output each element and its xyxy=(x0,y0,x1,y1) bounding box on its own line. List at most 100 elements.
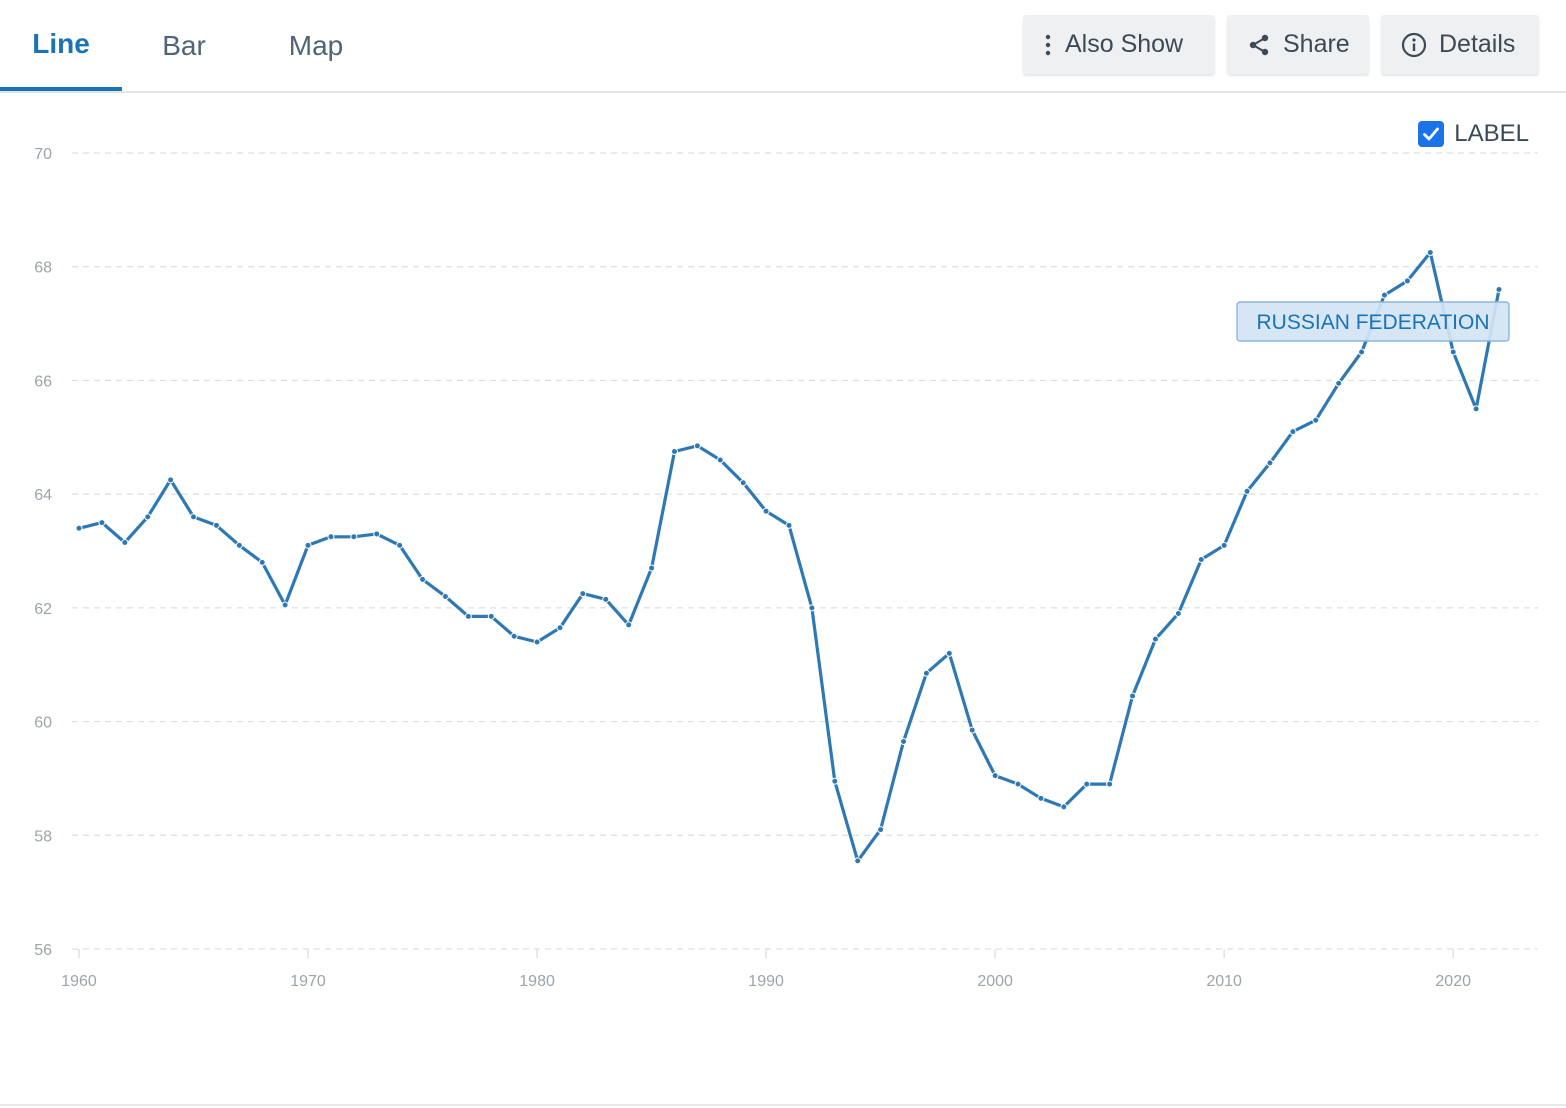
data-point xyxy=(1129,692,1137,700)
data-point xyxy=(831,777,839,785)
header-divider xyxy=(0,91,1566,93)
data-point xyxy=(808,604,816,612)
data-point xyxy=(1106,780,1114,788)
data-point xyxy=(945,649,953,657)
y-tick-label: 62 xyxy=(34,601,52,618)
data-point xyxy=(419,575,427,583)
x-tick-label: 1990 xyxy=(748,973,784,990)
x-tick-label: 1970 xyxy=(290,973,326,990)
y-tick-label: 58 xyxy=(34,828,52,845)
data-point xyxy=(556,624,564,632)
data-point xyxy=(625,621,633,629)
data-point xyxy=(1197,556,1205,564)
tab-bar[interactable]: Bar xyxy=(162,29,206,61)
chart-type-tabs: Line Bar Map xyxy=(0,0,386,91)
y-tick-label: 56 xyxy=(34,942,52,959)
data-point xyxy=(235,541,243,549)
series-label-box xyxy=(1236,301,1510,342)
data-point xyxy=(1449,348,1457,356)
data-point xyxy=(75,524,83,532)
tab-line[interactable]: Line xyxy=(0,0,122,91)
share-button[interactable]: Share xyxy=(1227,15,1369,74)
details-button[interactable]: Details xyxy=(1381,15,1539,74)
y-tick-label: 66 xyxy=(34,373,52,390)
data-point xyxy=(464,612,472,620)
data-point xyxy=(144,513,152,521)
data-point xyxy=(1083,780,1091,788)
data-point xyxy=(190,513,198,521)
x-tick-label: 2010 xyxy=(1206,973,1242,990)
data-point xyxy=(1495,285,1503,293)
y-tick-label: 70 xyxy=(34,146,52,163)
data-point xyxy=(487,612,495,620)
data-point xyxy=(602,595,610,603)
vertical-ellipsis-icon xyxy=(1043,34,1053,56)
y-tick-label: 68 xyxy=(34,260,52,277)
data-point xyxy=(212,521,220,529)
data-point xyxy=(98,519,106,527)
x-tick-label: 2020 xyxy=(1435,973,1471,990)
data-point xyxy=(304,541,312,549)
x-tick-label: 2000 xyxy=(977,973,1013,990)
series-line xyxy=(77,250,1501,863)
data-point xyxy=(922,669,930,677)
data-point xyxy=(693,442,701,450)
data-point xyxy=(1358,348,1366,356)
x-tick-label: 1960 xyxy=(61,973,97,990)
data-point xyxy=(1472,405,1480,413)
data-point xyxy=(1312,416,1320,424)
data-point xyxy=(167,476,175,484)
data-point xyxy=(281,601,289,609)
data-point xyxy=(1243,487,1251,495)
footer-divider xyxy=(0,1104,1566,1106)
series-label: RUSSIAN FEDERATION xyxy=(1257,311,1490,334)
info-circle-icon xyxy=(1401,32,1427,58)
label-toggle[interactable]: LABEL xyxy=(1418,120,1529,148)
x-tick-label: 1980 xyxy=(519,973,555,990)
data-point xyxy=(1266,459,1274,467)
data-point xyxy=(1151,635,1159,643)
checkmark-icon xyxy=(1423,127,1440,141)
data-point xyxy=(1426,249,1434,256)
data-point xyxy=(648,564,656,572)
data-point xyxy=(1403,277,1411,285)
data-point xyxy=(877,826,885,834)
chart-toolbar: Also Show Share Details xyxy=(1023,15,1539,74)
data-point xyxy=(533,638,541,646)
data-point xyxy=(258,558,266,566)
details-label: Details xyxy=(1439,30,1516,58)
data-point xyxy=(762,507,770,515)
data-point xyxy=(854,857,862,865)
data-point xyxy=(373,530,381,538)
data-point xyxy=(441,592,449,600)
data-point xyxy=(396,541,404,549)
data-point xyxy=(579,590,587,598)
also-show-button[interactable]: Also Show xyxy=(1023,15,1215,74)
data-point xyxy=(1289,428,1297,436)
data-point xyxy=(716,456,724,464)
data-point xyxy=(968,726,976,734)
also-show-label: Also Show xyxy=(1065,30,1184,58)
share-icon xyxy=(1247,33,1271,57)
data-point xyxy=(991,772,999,780)
label-toggle-text: LABEL xyxy=(1454,120,1529,147)
data-point xyxy=(1335,379,1343,387)
y-tick-label: 60 xyxy=(34,715,52,732)
data-point xyxy=(1060,803,1068,811)
data-point xyxy=(327,533,335,541)
tab-map[interactable]: Map xyxy=(288,29,344,61)
data-point xyxy=(350,533,358,541)
data-point xyxy=(900,737,908,745)
share-label: Share xyxy=(1283,30,1350,58)
data-point xyxy=(785,521,793,529)
data-point xyxy=(1174,610,1182,618)
label-checkbox[interactable] xyxy=(1418,121,1445,147)
data-point xyxy=(739,479,747,487)
y-tick-label: 64 xyxy=(34,487,52,504)
data-point xyxy=(1037,794,1045,802)
data-point xyxy=(121,538,129,546)
data-point xyxy=(670,448,678,455)
data-point xyxy=(1380,291,1388,299)
data-point xyxy=(510,632,518,640)
